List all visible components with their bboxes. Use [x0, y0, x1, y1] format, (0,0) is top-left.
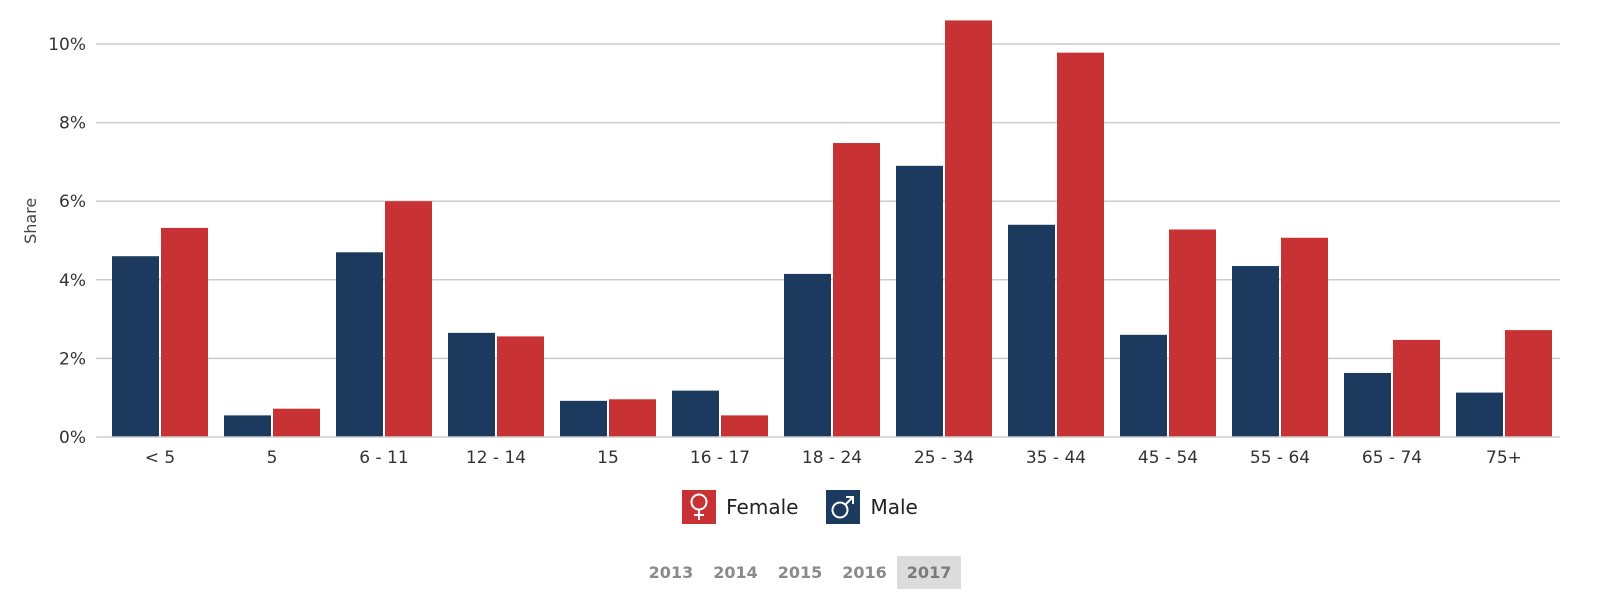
x-tick-label: 65 - 74	[1362, 448, 1422, 468]
y-tick-label: 0%	[59, 428, 86, 448]
x-tick-label: 75+	[1486, 448, 1522, 468]
legend-label-male: Male	[870, 495, 918, 519]
bar-female	[1169, 229, 1216, 437]
x-axis-ticks: < 5 5 6 - 11 12 - 14 15 16 - 17 18 - 24 25 - 34…	[145, 448, 1522, 468]
bar-male	[336, 252, 383, 437]
x-tick-label: < 5	[145, 448, 175, 468]
bar-female	[273, 408, 320, 437]
bar-male	[560, 400, 607, 437]
year-button-2014[interactable]: 2014	[713, 563, 758, 582]
legend: Female Male	[0, 490, 1600, 524]
year-button-2016[interactable]: 2016	[842, 563, 887, 582]
bar-male	[1008, 224, 1055, 437]
x-tick-label: 5	[267, 448, 278, 468]
x-tick-label: 35 - 44	[1026, 448, 1086, 468]
bar-male	[1120, 334, 1167, 437]
legend-item-female[interactable]: Female	[682, 490, 798, 524]
y-tick-label: 8%	[59, 114, 86, 134]
year-selector: 2013 2014 2015 2016 2017	[0, 556, 1600, 589]
bar-female	[1505, 330, 1552, 437]
y-axis-ticks: 0% 2% 4% 6% 8% 10%	[48, 35, 86, 448]
bar-male	[112, 256, 159, 437]
bar-female	[1393, 339, 1440, 437]
bar-male	[1232, 266, 1279, 437]
male-icon	[826, 490, 861, 524]
y-tick-label: 2%	[59, 349, 86, 369]
bar-female	[945, 20, 992, 437]
bar-female	[721, 415, 768, 437]
bar-chart: 0% 2% 4% 6% 8% 10% Share < 5 5 6 - 11 12 - 14 15 1…	[21, 20, 1560, 468]
bar-female	[609, 399, 656, 437]
y-tick-label: 10%	[48, 35, 86, 55]
x-tick-label: 55 - 64	[1250, 448, 1310, 468]
x-tick-label: 16 - 17	[690, 448, 750, 468]
bar-female	[497, 336, 544, 437]
bar-female	[161, 227, 208, 437]
bar-male	[1344, 372, 1391, 437]
bars	[112, 20, 1552, 438]
x-tick-label: 45 - 54	[1138, 448, 1198, 468]
female-icon	[682, 490, 717, 524]
year-button-2013[interactable]: 2013	[648, 563, 694, 582]
y-axis-title: Share	[21, 198, 40, 244]
x-tick-label: 12 - 14	[466, 448, 526, 468]
bar-male	[1456, 392, 1503, 437]
year-button-2017[interactable]: 2017	[896, 556, 962, 589]
bar-male	[784, 273, 831, 437]
bar-male	[448, 332, 495, 437]
legend-label-female: Female	[726, 495, 799, 519]
year-button-2015[interactable]: 2015	[777, 563, 823, 582]
legend-item-male[interactable]: Male	[826, 490, 918, 524]
y-tick-label: 6%	[59, 192, 86, 212]
x-tick-label: 18 - 24	[802, 448, 862, 468]
bar-female	[1057, 52, 1104, 438]
bar-female	[385, 201, 432, 437]
bar-female	[1281, 237, 1328, 437]
bar-male	[672, 390, 719, 437]
y-tick-label: 4%	[59, 271, 86, 291]
x-tick-label: 25 - 34	[914, 448, 974, 468]
bar-female	[833, 143, 880, 437]
bar-male	[224, 415, 271, 437]
x-tick-label: 6 - 11	[359, 448, 408, 468]
bar-male	[896, 165, 943, 437]
x-tick-label: 15	[597, 448, 619, 468]
